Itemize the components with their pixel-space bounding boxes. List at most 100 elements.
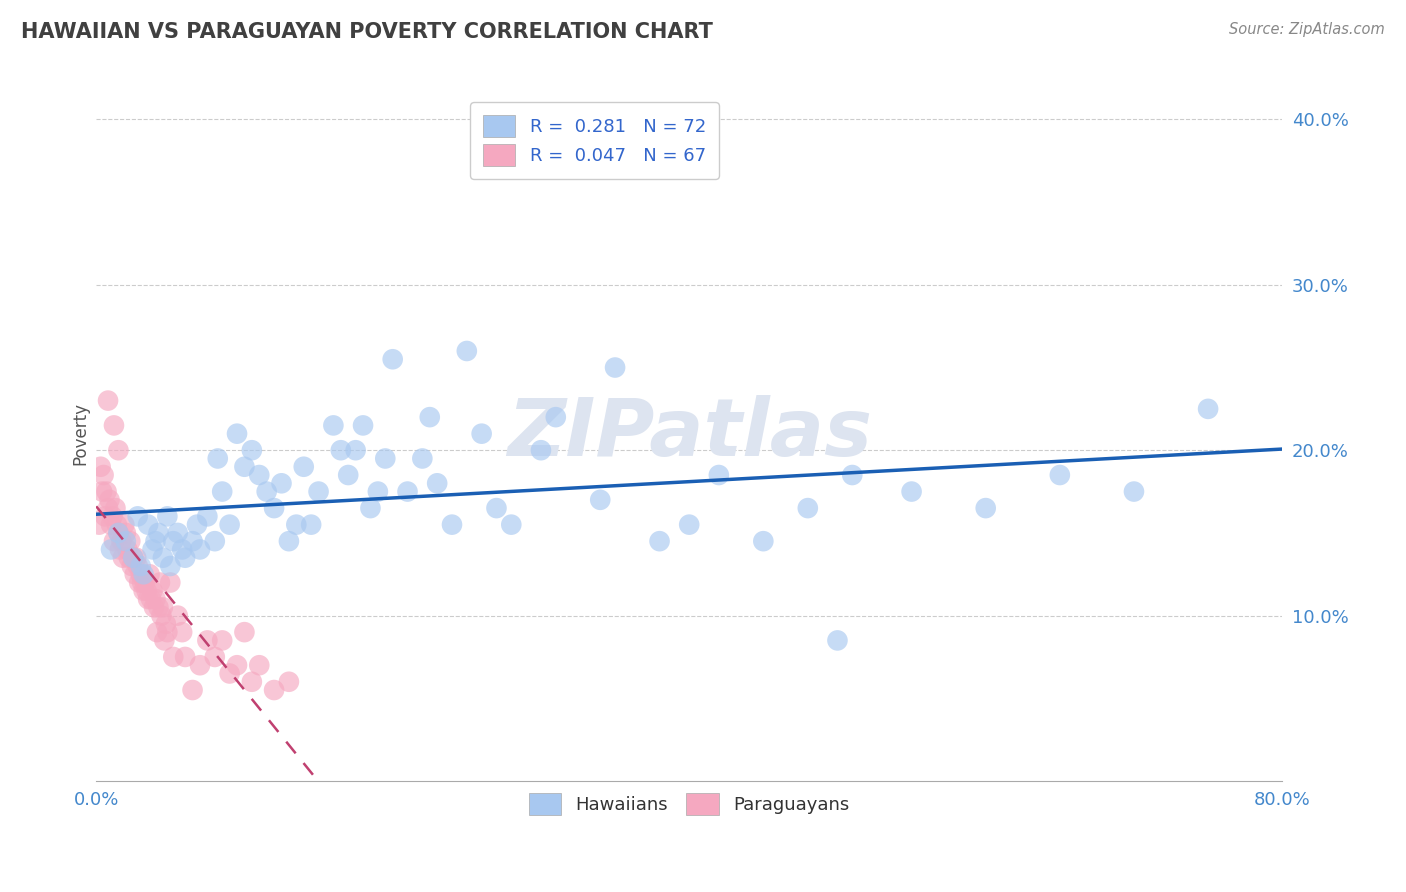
Point	[108, 542, 131, 557]
Point	[308, 484, 330, 499]
Point	[136, 592, 159, 607]
Point	[240, 674, 263, 689]
Point	[100, 542, 122, 557]
Point	[797, 501, 820, 516]
Point	[218, 666, 240, 681]
Point	[195, 633, 218, 648]
Point	[485, 501, 508, 516]
Point	[256, 484, 278, 499]
Point	[211, 484, 233, 499]
Point	[103, 534, 125, 549]
Point	[188, 658, 211, 673]
Point	[195, 509, 218, 524]
Point	[156, 509, 179, 524]
Point	[159, 575, 181, 590]
Point	[141, 583, 163, 598]
Point	[359, 501, 381, 516]
Point	[100, 517, 122, 532]
Point	[107, 443, 129, 458]
Point	[207, 451, 229, 466]
Point	[374, 451, 396, 466]
Point	[211, 633, 233, 648]
Point	[233, 625, 256, 640]
Point	[104, 501, 127, 516]
Point	[138, 567, 160, 582]
Point	[603, 360, 626, 375]
Point	[143, 600, 166, 615]
Point	[186, 517, 208, 532]
Point	[114, 534, 136, 549]
Point	[322, 418, 344, 433]
Point	[136, 517, 159, 532]
Point	[111, 550, 134, 565]
Point	[141, 542, 163, 557]
Point	[135, 583, 157, 598]
Point	[174, 550, 197, 565]
Point	[132, 583, 155, 598]
Point	[125, 550, 148, 565]
Point	[900, 484, 922, 499]
Point	[148, 525, 170, 540]
Point	[678, 517, 700, 532]
Point	[174, 649, 197, 664]
Point	[129, 567, 152, 582]
Point	[841, 468, 863, 483]
Point	[707, 468, 730, 483]
Point	[544, 410, 567, 425]
Point	[471, 426, 494, 441]
Point	[292, 459, 315, 474]
Point	[172, 625, 194, 640]
Text: Source: ZipAtlas.com: Source: ZipAtlas.com	[1229, 22, 1385, 37]
Point	[226, 658, 249, 673]
Point	[270, 476, 292, 491]
Point	[181, 683, 204, 698]
Point	[181, 534, 204, 549]
Point	[132, 567, 155, 582]
Point	[149, 575, 172, 590]
Point	[98, 492, 121, 507]
Point	[134, 575, 156, 590]
Point	[166, 608, 188, 623]
Point	[89, 517, 111, 532]
Point	[204, 534, 226, 549]
Point	[456, 343, 478, 358]
Point	[337, 468, 360, 483]
Point	[127, 509, 149, 524]
Point	[440, 517, 463, 532]
Point	[226, 426, 249, 441]
Point	[827, 633, 849, 648]
Point	[128, 575, 150, 590]
Point	[426, 476, 449, 491]
Point	[1123, 484, 1146, 499]
Point	[117, 542, 139, 557]
Point	[105, 517, 128, 532]
Point	[285, 517, 308, 532]
Point	[974, 501, 997, 516]
Point	[233, 459, 256, 474]
Point	[90, 459, 112, 474]
Point	[93, 468, 115, 483]
Point	[107, 525, 129, 540]
Point	[97, 501, 120, 516]
Point	[103, 418, 125, 433]
Point	[139, 592, 162, 607]
Point	[367, 484, 389, 499]
Point	[159, 559, 181, 574]
Point	[501, 517, 523, 532]
Y-axis label: Poverty: Poverty	[72, 402, 89, 465]
Point	[97, 393, 120, 408]
Point	[153, 633, 176, 648]
Point	[150, 608, 173, 623]
Point	[530, 443, 553, 458]
Legend: Hawaiians, Paraguayans: Hawaiians, Paraguayans	[520, 784, 859, 824]
Point	[145, 592, 167, 607]
Point	[146, 625, 169, 640]
Point	[120, 534, 142, 549]
Point	[152, 550, 174, 565]
Point	[118, 550, 141, 565]
Point	[218, 517, 240, 532]
Point	[411, 451, 433, 466]
Point	[589, 492, 612, 507]
Point	[110, 534, 132, 549]
Point	[114, 525, 136, 540]
